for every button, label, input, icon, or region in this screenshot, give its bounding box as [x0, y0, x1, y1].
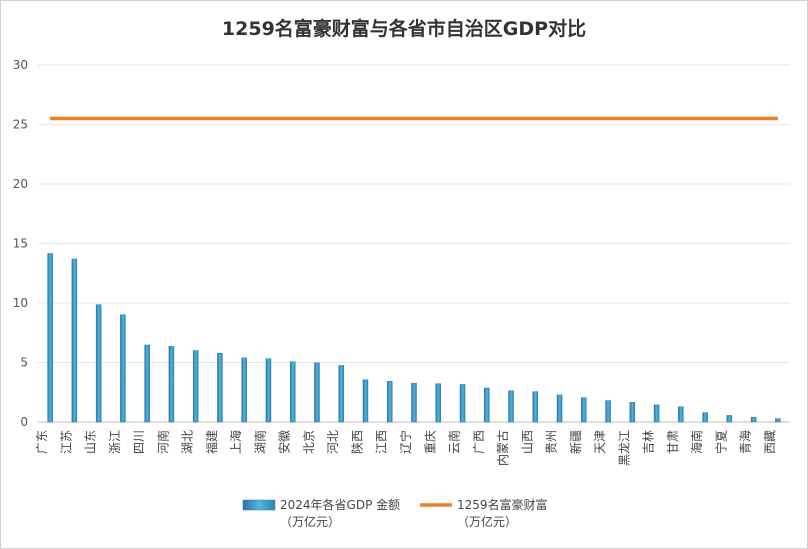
- bar: [289, 361, 296, 423]
- x-tick-label: 甘肃: [666, 430, 680, 454]
- x-tick-label: 河北: [326, 430, 340, 454]
- bar: [508, 390, 514, 423]
- y-tick-label: 15: [13, 237, 28, 251]
- x-tick-label: 陕西: [349, 430, 364, 454]
- bar: [581, 397, 587, 423]
- x-tick-label: 重庆: [423, 430, 437, 454]
- x-tick-label: 内蒙古: [495, 430, 510, 466]
- bar: [386, 381, 393, 423]
- x-tick-label: 广东: [35, 430, 49, 454]
- x-tick-label: 黑龙江: [617, 430, 631, 466]
- bar: [241, 357, 247, 423]
- x-tick-label: 安徽: [277, 430, 292, 454]
- bar: [362, 379, 369, 423]
- y-tick-label: 10: [13, 296, 28, 310]
- bar: [702, 412, 708, 423]
- y-tick-label: 0: [20, 415, 28, 429]
- x-tick-label: 云南: [447, 430, 462, 454]
- bar-series: [47, 253, 781, 423]
- legend: 2024年各省GDP 金额 （万亿元） 1259名富豪财富 （万亿元）: [242, 497, 548, 529]
- bar: [726, 415, 733, 423]
- bar: [47, 253, 53, 423]
- legend-bar-label: （万亿元）: [280, 514, 340, 529]
- x-tick-label: 吉林: [642, 430, 656, 454]
- bar: [459, 384, 466, 423]
- bar: [484, 387, 490, 423]
- x-tick-label: 西藏: [763, 430, 777, 454]
- bar: [435, 383, 442, 423]
- x-tick-label: 浙江: [108, 430, 122, 454]
- bar: [411, 382, 417, 423]
- bar: [120, 314, 126, 423]
- x-tick-label: 江西: [375, 430, 389, 454]
- x-tick-label: 北京: [302, 430, 316, 454]
- x-tick-label: 贵州: [545, 430, 559, 454]
- bar: [750, 416, 757, 423]
- x-tick-label: 四川: [132, 430, 146, 454]
- x-tick-label: 河南: [155, 430, 170, 454]
- x-tick-label: 湖北: [180, 430, 195, 454]
- bar: [678, 406, 684, 423]
- bar: [532, 391, 539, 423]
- x-axis: 广东 江苏 山东 浙江 四川 河南 湖北 福建 上海 湖南 安徽 北京 河北 陕西 江西 辽宁 重庆 云南 广西 内蒙…: [35, 430, 777, 466]
- bar: [95, 304, 102, 423]
- bar: [71, 258, 78, 423]
- bar: [775, 418, 781, 423]
- x-tick-label: 湖南: [252, 430, 267, 454]
- y-tick-label: 25: [13, 118, 28, 132]
- legend-bar-swatch: [242, 499, 276, 511]
- legend-line-label: 1259名富豪财富: [457, 497, 548, 512]
- y-tick-label: 5: [20, 356, 28, 370]
- x-tick-label: 福建: [204, 430, 219, 454]
- x-tick-label: 辽宁: [398, 430, 413, 454]
- bar: [192, 350, 199, 423]
- x-tick-label: 海南: [689, 430, 704, 454]
- y-tick-label: 30: [13, 58, 28, 72]
- bar: [265, 358, 272, 423]
- chart-title: 1259名富豪财富与各省市自治区GDP对比: [221, 18, 587, 40]
- bar: [653, 404, 660, 423]
- bar: [168, 346, 175, 423]
- x-tick-label: 江苏: [59, 430, 73, 454]
- x-tick-label: 山西: [520, 430, 534, 454]
- y-tick-label: 20: [13, 177, 28, 191]
- bar: [144, 344, 150, 423]
- x-tick-label: 广西: [472, 430, 486, 454]
- legend-line-label: （万亿元）: [457, 514, 517, 529]
- bar: [314, 362, 320, 423]
- bar: [605, 400, 611, 423]
- legend-bar-label: 2024年各省GDP 金额: [280, 497, 400, 512]
- bar: [629, 402, 636, 423]
- x-tick-label: 青海: [738, 430, 753, 454]
- x-tick-label: 天津: [593, 430, 607, 454]
- x-tick-label: 上海: [228, 430, 243, 454]
- x-tick-label: 山东: [84, 430, 98, 454]
- x-tick-label: 新疆: [568, 430, 583, 454]
- y-axis: 0 5 10 15 20 25 30: [13, 58, 28, 429]
- x-tick-label: 宁夏: [713, 430, 728, 454]
- bar: [338, 365, 344, 423]
- bar: [556, 394, 563, 423]
- bar: [217, 352, 223, 423]
